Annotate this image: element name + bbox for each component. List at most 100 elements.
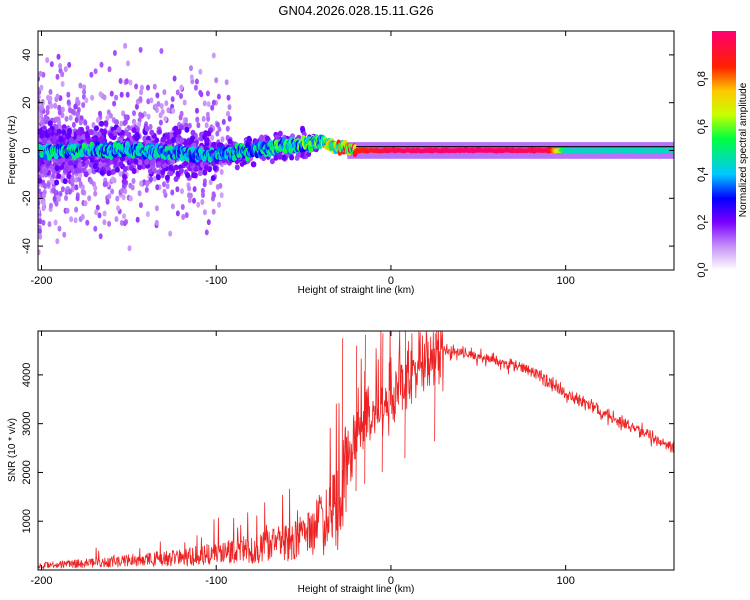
noise-mark [227, 115, 232, 122]
noise-mark [49, 202, 53, 209]
noise-mark [138, 202, 143, 209]
noise-mark [138, 46, 143, 53]
noise-mark [227, 138, 233, 145]
noise-mark [158, 119, 163, 126]
noise-mark [140, 112, 145, 119]
colorbar-tick-label: 0.4 [696, 167, 708, 182]
noise-mark [90, 94, 95, 101]
noise-mark [201, 115, 206, 122]
colorbar-tick-label: 0.8 [696, 71, 708, 86]
noise-mark [70, 177, 75, 184]
noise-mark [187, 122, 192, 129]
x-tick-label: -200 [30, 275, 52, 287]
noise-mark [146, 98, 151, 105]
noise-mark [38, 166, 41, 172]
noise-mark [184, 212, 189, 219]
noise-mark [159, 158, 165, 165]
noise-mark [200, 187, 205, 194]
noise-mark [128, 79, 133, 86]
noise-mark [79, 126, 85, 133]
noise-mark [162, 188, 167, 195]
noise-mark [47, 120, 53, 127]
noise-mark [68, 114, 73, 121]
noise-mark [107, 220, 112, 227]
noise-mark [60, 106, 65, 113]
noise-mark [173, 125, 179, 132]
noise-mark [210, 175, 216, 182]
noise-mark [179, 84, 184, 91]
noise-mark [171, 107, 176, 114]
noise-mark [259, 134, 265, 141]
snr-y-label: SNR (10 * v/v) [7, 418, 18, 482]
noise-mark [112, 50, 117, 56]
noise-mark [114, 216, 119, 223]
noise-mark [130, 184, 135, 191]
noise-mark [81, 134, 87, 140]
noise-mark [56, 173, 62, 180]
noise-mark [164, 133, 170, 140]
noise-mark [234, 164, 240, 171]
noise-mark [215, 130, 220, 137]
noise-mark [112, 158, 118, 165]
noise-mark [215, 121, 220, 128]
noise-mark [112, 100, 117, 107]
noise-mark [202, 169, 208, 176]
noise-mark [73, 159, 79, 166]
noise-mark [128, 158, 134, 164]
noise-mark [40, 119, 45, 126]
noise-mark [197, 170, 203, 177]
noise-mark [83, 171, 89, 178]
noise-mark [99, 169, 105, 176]
noise-mark [153, 103, 158, 110]
noise-mark [75, 111, 80, 118]
noise-mark [49, 103, 54, 109]
noise-mark [66, 91, 71, 98]
noise-mark [67, 188, 72, 195]
noise-mark [78, 181, 83, 187]
ridge-mark [179, 154, 185, 162]
noise-mark [43, 114, 48, 121]
noise-mark [206, 101, 211, 108]
noise-mark [38, 177, 43, 184]
noise-mark [121, 110, 126, 117]
noise-mark [38, 94, 41, 100]
colorbar-ticks: 0.0 0.2 0.4 0.6 0.8 [696, 71, 708, 278]
noise-mark [164, 174, 170, 181]
noise-mark [192, 186, 197, 193]
noise-mark [204, 137, 210, 144]
noise-mark [73, 103, 78, 110]
noise-mark [145, 211, 150, 218]
noise-mark [89, 178, 94, 185]
noise-mark [204, 122, 209, 129]
noise-mark [135, 216, 140, 223]
noise-mark [210, 104, 215, 111]
noise-mark [45, 57, 50, 64]
spectrogram-marks [38, 42, 674, 256]
noise-mark [102, 219, 107, 226]
noise-mark [157, 128, 162, 135]
y-tick-label: -20 [21, 190, 33, 206]
noise-mark [38, 249, 41, 256]
noise-mark [195, 107, 199, 114]
noise-mark [183, 160, 189, 167]
noise-mark [55, 73, 60, 80]
noise-mark [82, 88, 87, 95]
snr-y-ticks: 1000 2000 3000 4000 [21, 363, 674, 533]
noise-mark [219, 169, 224, 175]
noise-mark [121, 194, 126, 201]
noise-mark [123, 114, 128, 121]
noise-mark [273, 154, 279, 161]
noise-mark [160, 169, 166, 176]
snr-x-ticks: -200 -100 0 100 [30, 331, 575, 587]
noise-mark [154, 205, 159, 212]
noise-mark [188, 192, 193, 199]
noise-mark [69, 164, 75, 171]
noise-mark [119, 91, 124, 98]
noise-mark [155, 184, 160, 191]
noise-mark [82, 84, 87, 91]
colorbar-tick-label: 0.6 [696, 119, 708, 134]
noise-mark [68, 160, 74, 167]
noise-mark [112, 130, 118, 136]
noise-mark [176, 128, 182, 135]
